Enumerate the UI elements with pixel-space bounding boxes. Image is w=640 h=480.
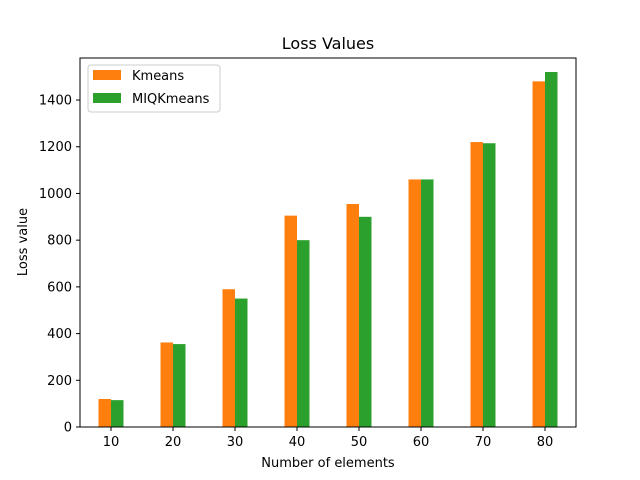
y-tick-label: 200: [47, 374, 72, 389]
y-tick-label: 600: [47, 280, 72, 295]
x-axis-ticks: 10 20 30 40 50 60 70 80: [103, 427, 554, 450]
x-tick-label: 60: [413, 435, 430, 450]
y-tick-label: 400: [47, 327, 72, 342]
bar-miqkmeans-60: [421, 179, 434, 427]
x-tick-label: 70: [475, 435, 492, 450]
bar-miqkmeans-40: [297, 240, 310, 427]
legend-label-kmeans: Kmeans: [132, 69, 184, 84]
chart-title: Loss Values: [282, 34, 374, 53]
bar-miqkmeans-70: [483, 143, 496, 428]
x-tick-label: 20: [165, 435, 182, 450]
y-tick-label: 1000: [39, 187, 72, 202]
x-tick-label: 10: [103, 435, 120, 450]
bar-miqkmeans-10: [111, 400, 124, 427]
legend-swatch-kmeans: [93, 70, 121, 80]
bar-kmeans-10: [98, 398, 111, 427]
bar-kmeans-80: [532, 81, 545, 427]
bars-group: [98, 72, 558, 428]
y-tick-label: 1200: [39, 140, 72, 155]
legend-label-miqkmeans: MIQKmeans: [132, 92, 210, 107]
bar-miqkmeans-20: [173, 344, 186, 427]
x-tick-label: 30: [227, 435, 244, 450]
bar-miqkmeans-80: [545, 72, 558, 427]
x-tick-label: 80: [537, 435, 554, 450]
y-axis-label: Loss value: [16, 208, 31, 276]
legend-swatch-miqkmeans: [93, 93, 121, 103]
bar-kmeans-50: [346, 203, 359, 427]
legend: Kmeans MIQKmeans: [87, 64, 221, 113]
bar-kmeans-40: [284, 215, 297, 427]
bar-kmeans-60: [408, 179, 421, 427]
bar-kmeans-30: [222, 289, 235, 427]
x-tick-label: 50: [351, 435, 368, 450]
bar-miqkmeans-50: [359, 216, 372, 427]
x-axis-label: Number of elements: [261, 456, 395, 471]
y-tick-label: 800: [47, 234, 72, 249]
y-axis-ticks: 0 200 400 600 800 1000 1200 1400: [39, 94, 80, 436]
bar-kmeans-20: [160, 342, 173, 427]
y-tick-label: 0: [64, 421, 72, 436]
bar-miqkmeans-30: [235, 298, 248, 427]
x-tick-label: 40: [289, 435, 306, 450]
y-tick-label: 1400: [39, 94, 72, 109]
bar-kmeans-70: [470, 142, 483, 427]
plot-frame: [79, 57, 577, 428]
